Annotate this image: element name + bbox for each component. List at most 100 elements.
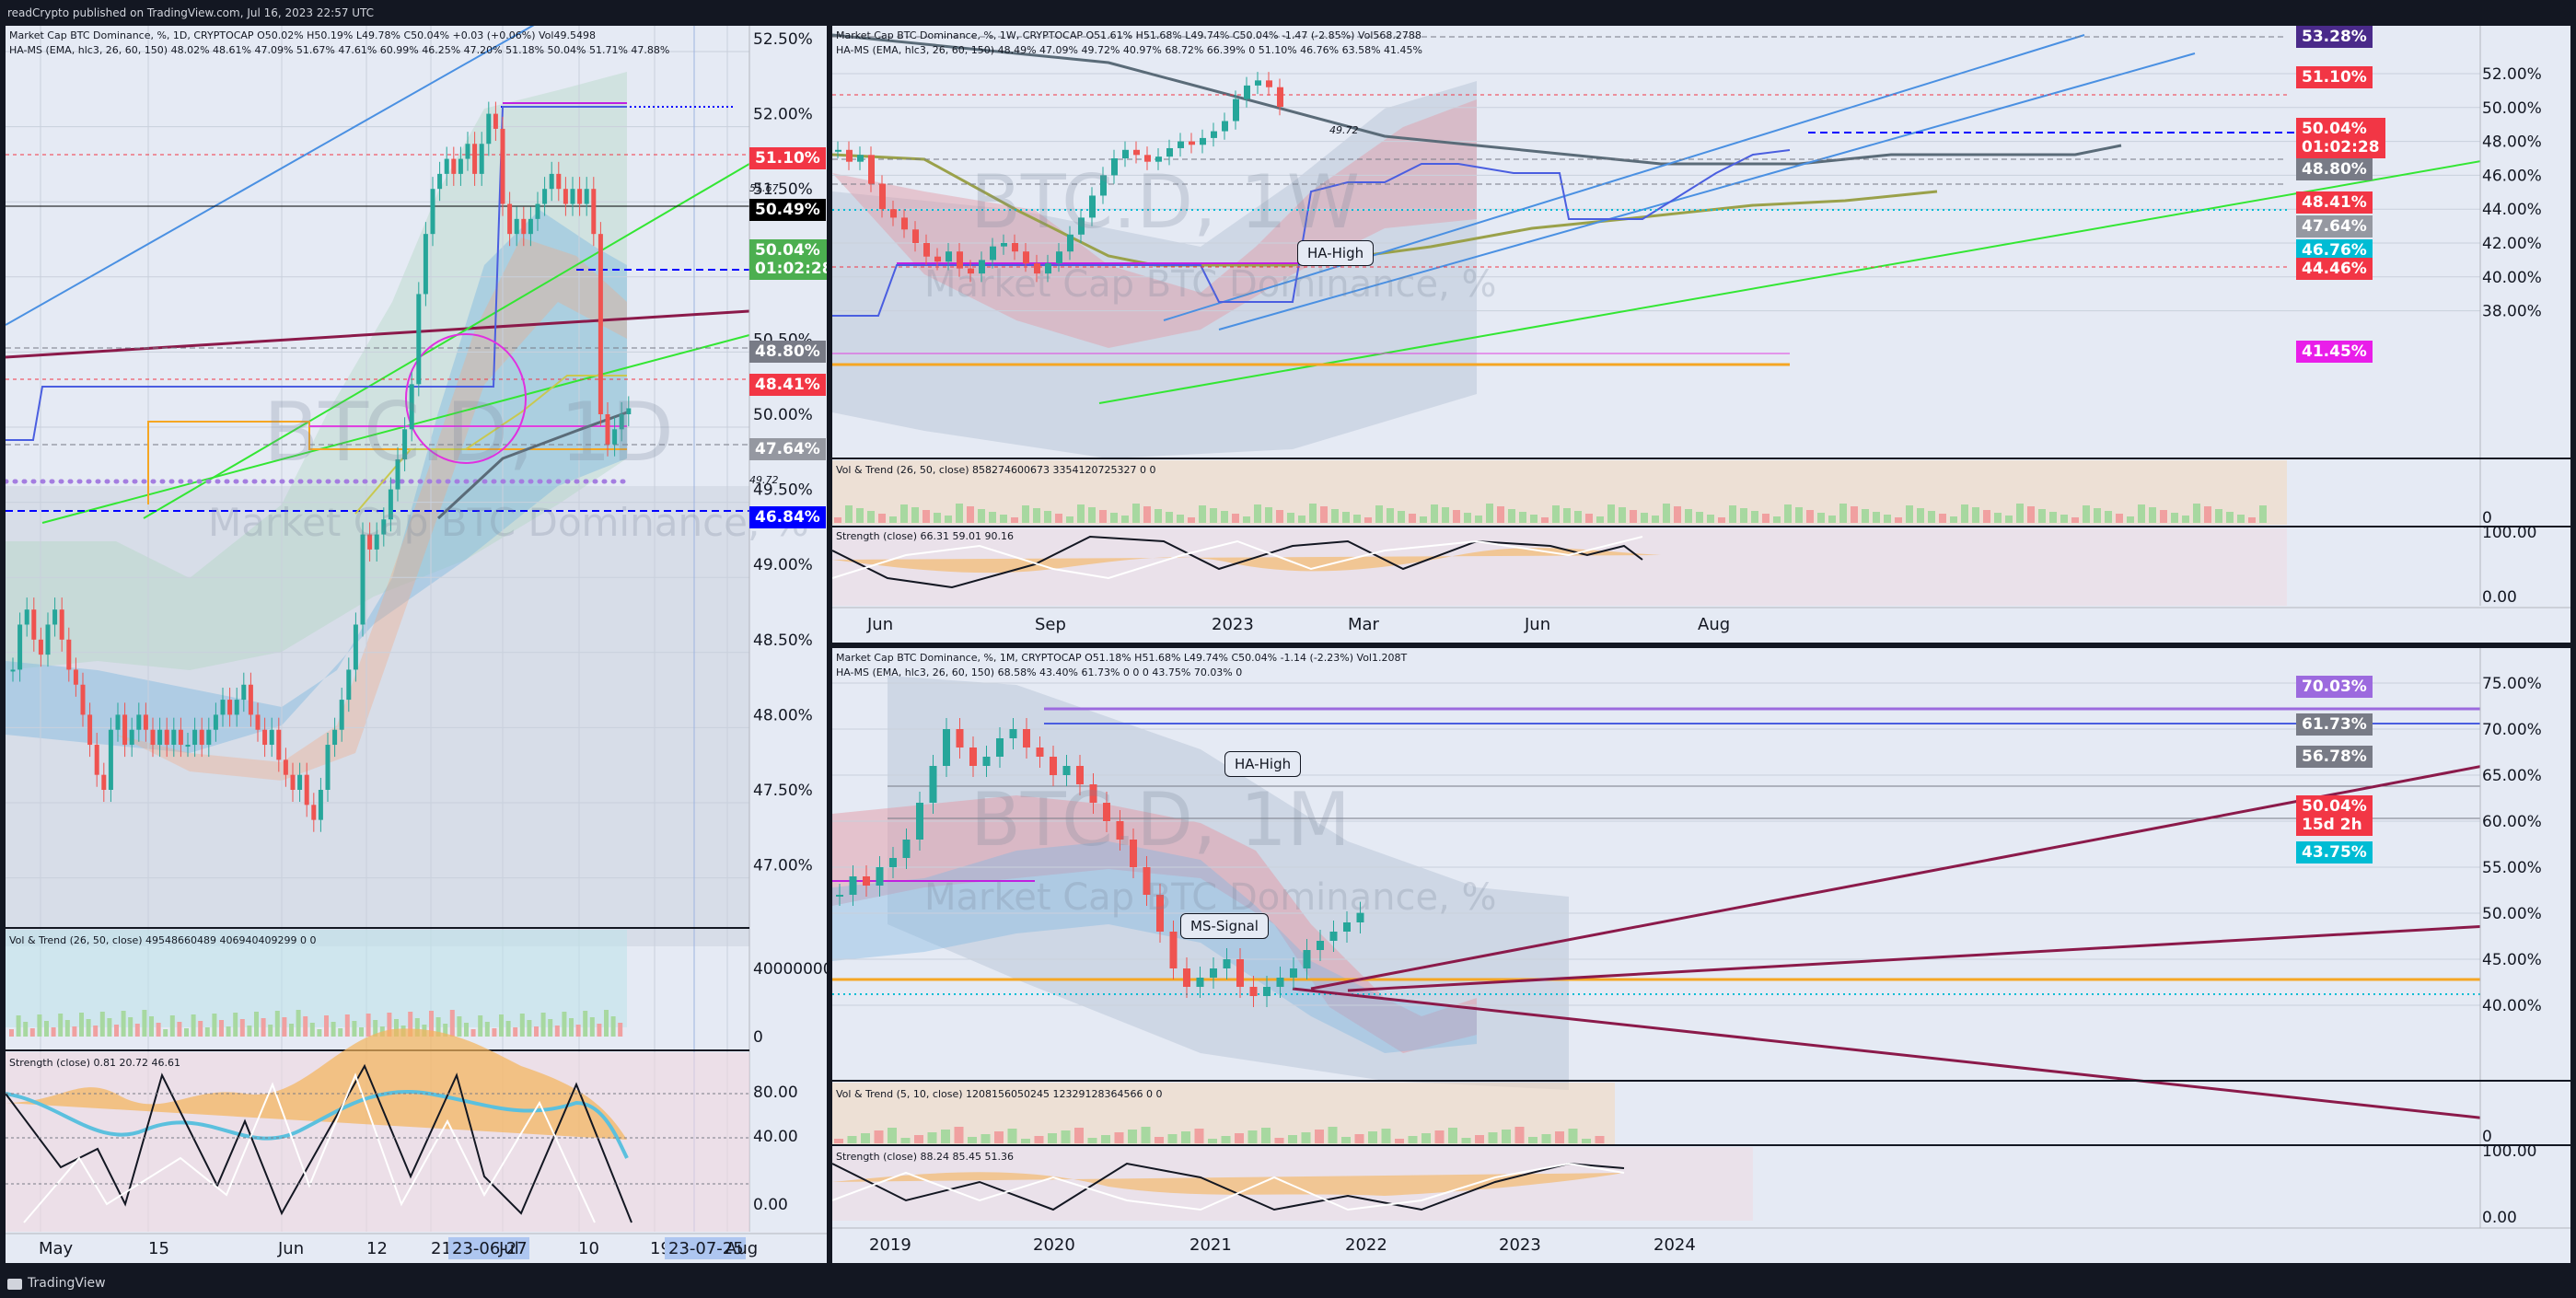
monthly-cloud-red <box>832 795 1477 1053</box>
weekly-vol-bar <box>1961 504 1968 523</box>
monthly-vol-bar <box>1514 1127 1525 1143</box>
weekly-vol-bar <box>2171 513 2178 523</box>
monthly-candle-body <box>1023 729 1030 748</box>
weekly-vol-bar <box>1055 514 1062 523</box>
monthly-candle-body <box>969 748 977 766</box>
monthly-vol-bar <box>1434 1130 1445 1143</box>
weekly-vol-bar <box>1000 515 1007 523</box>
daily-candle-body <box>31 609 37 640</box>
weekly-vol-bar <box>1188 517 1195 523</box>
weekly-price-tag: 50.04% 01:02:28 <box>2296 118 2385 158</box>
daily-candle-body <box>10 669 16 672</box>
weekly-candle-body <box>990 246 996 261</box>
monthly-candle-body <box>1223 959 1231 968</box>
daily-candle-body <box>290 774 296 790</box>
weekly-vol-bar <box>1519 512 1526 523</box>
monthly-vol-bar <box>1061 1130 1071 1143</box>
weekly-candle-body <box>835 149 841 152</box>
weekly-str-axis-100: 100.00 <box>2482 524 2536 542</box>
weekly-vol-bar <box>1420 516 1427 523</box>
monthly-vol-bar <box>994 1131 1004 1143</box>
monthly-chart-svg[interactable]: 75.00% 70.00% 65.00% 60.00% 55.00% 50.00% 45.0… <box>832 648 2570 1263</box>
daily-candle-body <box>360 534 366 625</box>
monthly-vol-bar <box>1582 1139 1591 1143</box>
weekly-chart-svg[interactable]: 52.00% 50.00% 48.00% 46.00% 44.00% 42.00% 40.0… <box>832 26 2570 643</box>
daily-chart-pane[interactable]: 52.50%52.00%51.50%51.00%50.50%50.00%49.5… <box>6 26 827 1263</box>
monthly-vol-bar <box>1341 1137 1351 1143</box>
weekly-vol-bar <box>2259 505 2267 523</box>
daily-vol-bar <box>303 1016 308 1037</box>
weekly-str-bg <box>832 528 2287 606</box>
weekly-vol-bar <box>1707 515 1714 523</box>
daily-vol-bar <box>548 1019 553 1037</box>
weekly-vol-bar <box>1718 517 1725 523</box>
weekly-vol-bar <box>845 505 853 523</box>
monthly-price-tick: 65.00% <box>2482 767 2542 785</box>
weekly-vol-bar <box>1276 510 1283 523</box>
daily-candle-body <box>388 489 393 520</box>
daily-price-tag: 46.84% <box>749 506 826 528</box>
daily-candle-body <box>283 759 288 775</box>
weekly-vol-bar <box>2105 511 2112 523</box>
daily-candle-body <box>605 414 610 445</box>
weekly-chart-pane[interactable]: 52.00% 50.00% 48.00% 46.00% 44.00% 42.00% 40.0… <box>832 26 2570 643</box>
daily-time-label: 12 <box>366 1239 388 1258</box>
daily-time-label: 15 <box>148 1239 169 1258</box>
weekly-vol-axis-zero: 0 <box>2482 509 2492 527</box>
daily-ma-grey <box>436 411 628 520</box>
weekly-header-line1: Market Cap BTC Dominance, %, 1W, CRYPTOC… <box>836 29 1421 41</box>
monthly-candle-body <box>1062 766 1071 775</box>
daily-candle-body <box>514 218 519 235</box>
weekly-vol-bar <box>1607 504 1615 523</box>
daily-price-tick: 49.00% <box>753 556 813 574</box>
daily-candle-body <box>395 458 400 490</box>
daily-candle-body <box>584 189 589 204</box>
weekly-vol-bar <box>1298 516 1305 523</box>
footer-brand: TradingView <box>28 1276 106 1291</box>
daily-vol-bar <box>163 1029 168 1037</box>
weekly-vol-bar <box>1243 516 1250 523</box>
monthly-vol-bar <box>1421 1133 1431 1143</box>
daily-chart-svg[interactable]: 52.50%52.00%51.50%51.00%50.50%50.00%49.5… <box>6 26 827 1263</box>
daily-vol-bar <box>156 1023 161 1037</box>
daily-vol-bar <box>29 1028 35 1037</box>
monthly-vol-bar <box>874 1130 884 1143</box>
daily-dashed-label: 49.72 <box>749 474 779 486</box>
monthly-candle-body <box>876 867 884 886</box>
monthly-candle-body <box>902 840 911 858</box>
monthly-chart-pane[interactable]: 75.00% 70.00% 65.00% 60.00% 55.00% 50.00% 45.0… <box>832 648 2570 1263</box>
daily-candle-body <box>507 203 513 235</box>
daily-vol-bar <box>64 1020 70 1037</box>
weekly-candle-body <box>1255 80 1261 86</box>
daily-trendline-blue <box>6 26 535 326</box>
weekly-vol-bar <box>1364 517 1372 523</box>
weekly-candle-body <box>879 183 886 210</box>
monthly-price-tag: 70.03% <box>2296 676 2373 698</box>
daily-vol-bar <box>72 1026 77 1037</box>
weekly-vol-bar <box>1696 512 1703 523</box>
weekly-vol-bar <box>1431 504 1438 523</box>
daily-time-label: 23-07-25 <box>668 1239 744 1258</box>
weekly-vol-bar <box>2215 509 2222 523</box>
weekly-vol-bar <box>2127 516 2134 523</box>
daily-vol-bar <box>219 1020 224 1037</box>
daily-candle-body <box>143 714 148 730</box>
daily-price-tag: 50.49% <box>749 199 826 221</box>
monthly-watermark-name: Market Cap BTC Dominance, % <box>924 876 1497 919</box>
weekly-vol-bar <box>889 516 897 523</box>
daily-vol-bar <box>359 1027 364 1037</box>
weekly-candle-body <box>1111 158 1118 176</box>
weekly-vol-bar <box>1486 504 1493 523</box>
daily-vol-bar <box>317 1029 322 1037</box>
weekly-price-tag: 48.41% <box>2296 191 2373 214</box>
monthly-vol-bar <box>1194 1129 1204 1143</box>
daily-vol-bar <box>331 1022 336 1037</box>
monthly-price-tick: 40.00% <box>2482 997 2542 1015</box>
monthly-candle-body <box>836 895 843 897</box>
daily-candle-body <box>66 639 72 670</box>
daily-candle-body <box>339 700 344 730</box>
weekly-vol-bar <box>1939 514 1946 523</box>
daily-vol-bar <box>128 1017 133 1037</box>
weekly-vol-bar <box>1497 506 1504 523</box>
daily-vol-bar <box>204 1027 210 1037</box>
